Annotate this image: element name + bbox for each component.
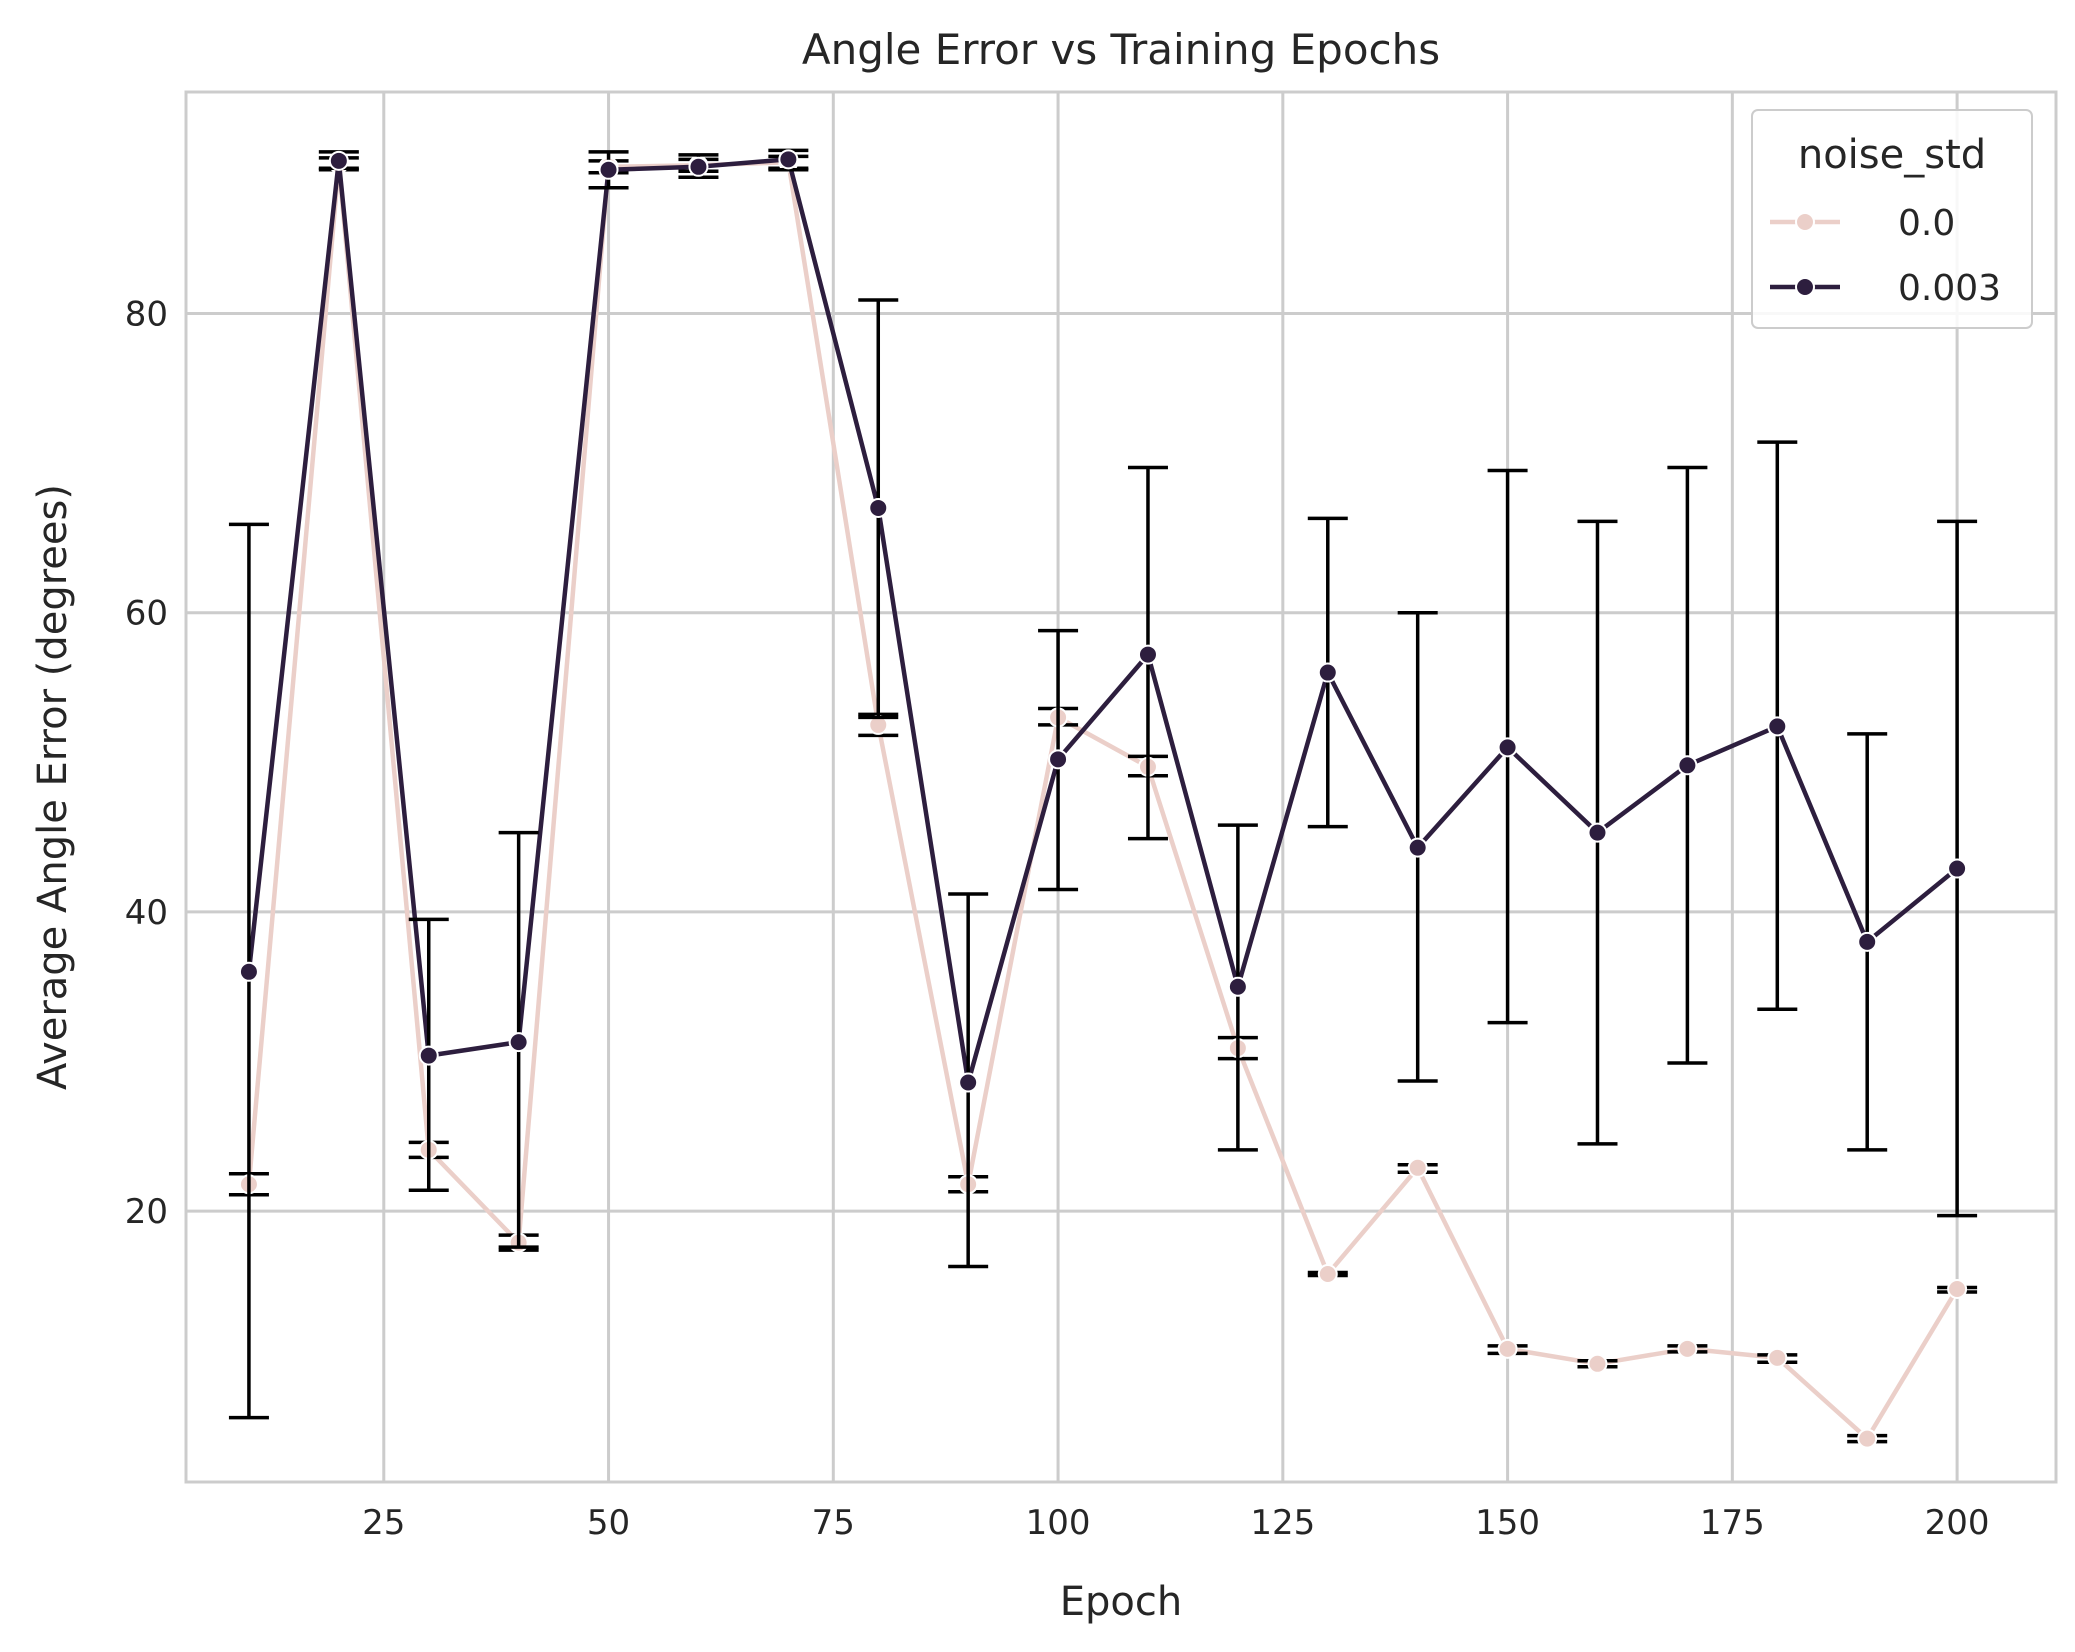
y-tick-label: 40 [125,893,168,933]
data-point [238,961,259,982]
x-tick-label: 25 [362,1503,405,1543]
data-point [1767,716,1788,737]
data-point [418,1045,439,1066]
legend-entries: 0.0 0.003 [1770,203,2001,309]
series-layer [228,148,1978,1449]
legend-swatch-marker [1795,212,1815,232]
data-point [958,1072,979,1093]
data-point [1767,1347,1788,1368]
data-point [1407,837,1428,858]
legend-box [1751,109,2033,329]
x-tick-label: 175 [1700,1503,1765,1543]
plot-area [186,92,2056,1482]
data-point [1137,644,1158,665]
data-point [1947,858,1968,879]
chart-title: Angle Error vs Training Epochs [802,25,1440,74]
x-tick-label: 100 [1026,1503,1091,1543]
x-tick-label: 50 [587,1503,630,1543]
data-point [868,497,889,518]
series-1 [228,148,1978,1420]
tick-labels: 25 50 75 100 125 150 175 200 20 40 60 80 [125,294,1990,1543]
data-point [508,1032,529,1053]
data-point [1497,737,1518,758]
plot-frame [184,90,2058,1484]
data-point [1857,931,1878,952]
data-point [1317,662,1338,683]
data-point [688,156,709,177]
data-point [1677,755,1698,776]
legend-label: 0.003 [1898,268,2001,309]
data-point [1587,1353,1608,1374]
series-line [246,157,1959,1085]
data-point [1407,1157,1428,1178]
data-point [328,150,349,171]
data-point [778,149,799,170]
y-axis-label: Average Angle Error (degrees) [30,484,76,1090]
legend-label: 0.0 [1898,203,1955,244]
data-point [1857,1428,1878,1449]
legend-swatch-marker [1795,277,1815,297]
data-point [1497,1338,1518,1359]
data-point [1677,1338,1698,1359]
data-point [1227,976,1248,997]
x-axis-label: Epoch [1060,1579,1182,1625]
y-tick-label: 20 [125,1192,168,1232]
legend-entry: 0.0 [1770,203,1955,244]
data-point [1947,1278,1968,1299]
legend-title: noise_std [1798,132,1986,178]
data-point [1317,1264,1338,1285]
data-point [1048,749,1069,770]
x-tick-label: 75 [812,1503,855,1543]
legend: noise_std 0.0 0.003 [1751,109,2033,329]
data-point [598,159,619,180]
x-tick-label: 125 [1250,1503,1315,1543]
y-tick-label: 80 [125,294,168,334]
legend-entry: 0.003 [1770,268,2001,309]
data-point [1587,822,1608,843]
y-tick-label: 60 [125,594,168,634]
x-tick-label: 200 [1925,1503,1990,1543]
x-tick-label: 150 [1475,1503,1540,1543]
